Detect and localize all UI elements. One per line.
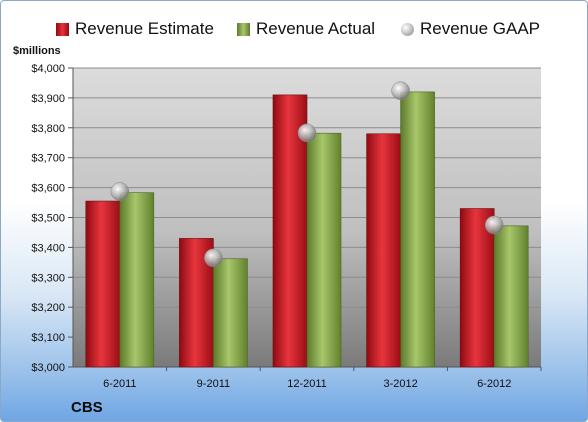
y-tick-label: $3,600 bbox=[31, 183, 65, 195]
legend-item-actual: Revenue Actual bbox=[237, 18, 375, 40]
y-tick-label: $3,100 bbox=[31, 332, 65, 344]
y-axis-label: $millions bbox=[13, 45, 61, 57]
legend-swatch-gaap bbox=[401, 22, 414, 36]
y-tick-label: $3,500 bbox=[31, 213, 65, 225]
y-tick-label: $3,400 bbox=[31, 242, 65, 254]
legend-swatch-actual bbox=[237, 22, 250, 36]
y-tick-label: $3,300 bbox=[31, 272, 65, 284]
point-revenue-gaap bbox=[391, 81, 410, 100]
bar-revenue-estimate bbox=[366, 133, 401, 368]
x-tick-label: 6-2012 bbox=[477, 378, 511, 390]
legend-item-estimate: Revenue Estimate bbox=[56, 18, 214, 40]
x-tick-label: 6-2011 bbox=[103, 378, 136, 390]
y-tick-label: $3,800 bbox=[31, 123, 65, 135]
bar-revenue-estimate bbox=[85, 200, 121, 368]
legend-label-actual: Revenue Actual bbox=[256, 19, 376, 38]
legend: Revenue Estimate Revenue Actual Revenue … bbox=[1, 18, 587, 40]
point-revenue-gaap bbox=[297, 123, 317, 143]
x-tick-label: 3-2012 bbox=[383, 378, 417, 390]
bar-revenue-estimate bbox=[459, 208, 495, 368]
bar-revenue-actual bbox=[119, 192, 155, 368]
point-revenue-gaap bbox=[204, 248, 223, 268]
company-label: CBS bbox=[71, 399, 103, 416]
bar-revenue-actual bbox=[306, 132, 342, 368]
bar-revenue-actual bbox=[400, 91, 435, 368]
point-revenue-gaap bbox=[110, 182, 130, 201]
bar-revenue-actual bbox=[213, 258, 248, 368]
x-tick-label: 12-2011 bbox=[287, 378, 327, 390]
y-tick-label: $3,900 bbox=[31, 93, 65, 105]
y-tick-label: $4,000 bbox=[31, 63, 65, 75]
point-revenue-gaap bbox=[484, 215, 504, 235]
legend-swatch-estimate bbox=[56, 22, 69, 36]
y-tick-label: $3,700 bbox=[31, 153, 65, 165]
legend-label-estimate: Revenue Estimate bbox=[75, 19, 214, 38]
legend-item-gaap: Revenue GAAP bbox=[401, 18, 540, 40]
y-tick-label: $3,000 bbox=[31, 362, 65, 374]
y-tick-label: $3,200 bbox=[31, 302, 65, 314]
bar-revenue-actual bbox=[493, 225, 529, 368]
x-tick-label: 9-2011 bbox=[197, 378, 230, 390]
legend-label-gaap: Revenue GAAP bbox=[420, 19, 541, 38]
bar-revenue-estimate bbox=[272, 94, 308, 368]
